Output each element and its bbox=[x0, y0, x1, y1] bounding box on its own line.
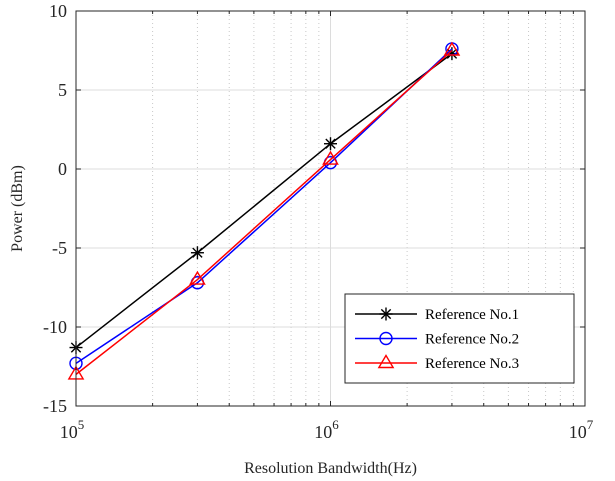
y-tick-label: 5 bbox=[58, 80, 67, 100]
triangle-marker bbox=[443, 41, 461, 56]
y-axis-label: Power (dBm) bbox=[9, 165, 26, 252]
legend: Reference No.1 Reference No.2 Reference No… bbox=[344, 293, 575, 384]
asterisk-marker bbox=[324, 137, 337, 151]
legend-label: Reference No.1 bbox=[425, 307, 519, 323]
y-tick-label: -15 bbox=[43, 396, 67, 416]
marker-stroke bbox=[380, 308, 392, 320]
series-line bbox=[75, 53, 453, 349]
marker-stroke bbox=[325, 138, 336, 149]
x-tick-label: 107 bbox=[569, 417, 594, 442]
ticks: 105 106 107 -15 -10 -5 0 5 10 bbox=[43, 1, 594, 442]
circle-marker bbox=[379, 331, 393, 346]
asterisk-marker bbox=[190, 246, 204, 260]
x-tick-label: 106 bbox=[314, 417, 339, 442]
series-line bbox=[75, 49, 453, 375]
y-tick-label: 10 bbox=[49, 1, 67, 21]
y-tick-label: -5 bbox=[52, 238, 67, 258]
triangle-marker bbox=[322, 150, 339, 165]
y-tick-label: 0 bbox=[58, 159, 67, 179]
y-tick-label: -10 bbox=[43, 317, 67, 337]
legend-label: Reference No.3 bbox=[425, 356, 519, 372]
triangle-marker bbox=[377, 354, 395, 369]
legend-label: Reference No.2 bbox=[425, 332, 519, 348]
marker-stroke bbox=[192, 247, 203, 258]
x-tick-label: 105 bbox=[60, 417, 85, 442]
asterisk-marker bbox=[379, 307, 393, 321]
series-group bbox=[67, 41, 461, 380]
triangle-marker bbox=[189, 270, 206, 285]
marker-stroke bbox=[446, 48, 458, 59]
x-axis-label: Resolution Bandwidth(Hz) bbox=[244, 460, 417, 477]
